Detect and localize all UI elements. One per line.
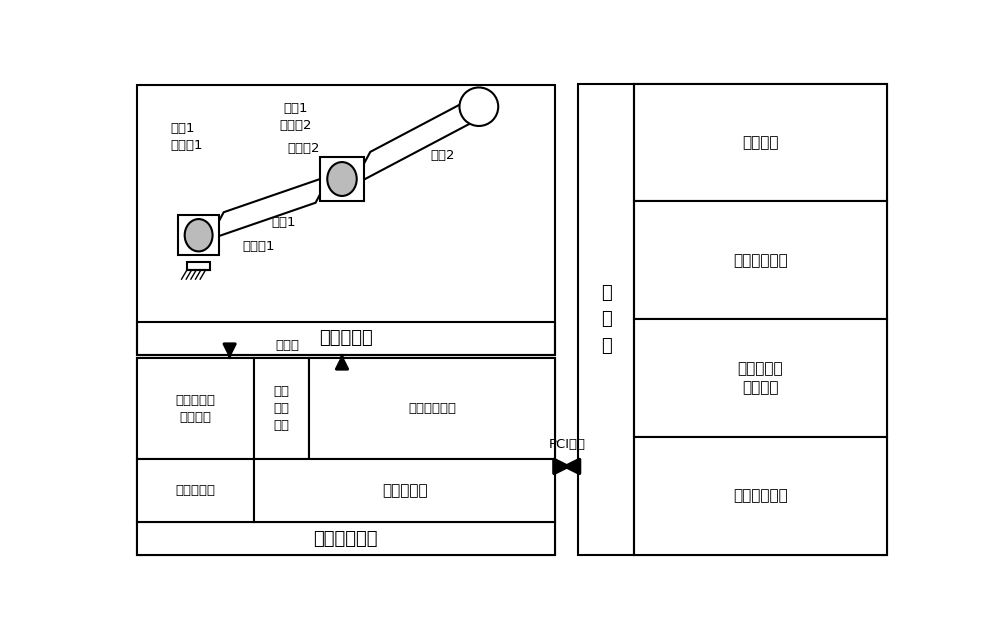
Text: PCI总线: PCI总线	[548, 439, 585, 451]
Text: 电机1
编码器1: 电机1 编码器1	[170, 123, 202, 152]
Polygon shape	[352, 90, 488, 186]
Bar	[187, 262, 210, 270]
Text: 连杆1: 连杆1	[272, 216, 296, 229]
Bar	[254, 358, 309, 459]
Bar	[578, 83, 887, 555]
Text: 实时监测单元: 实时监测单元	[733, 489, 788, 503]
Text: 动力学参数
辨识单元: 动力学参数 辨识单元	[738, 361, 783, 396]
Bar	[634, 202, 887, 319]
Bar	[309, 358, 555, 459]
Text: 运动控制卡: 运动控制卡	[382, 483, 428, 499]
Text: 运动控制接口: 运动控制接口	[408, 403, 456, 415]
Bar	[320, 157, 364, 200]
Bar	[634, 319, 887, 437]
Bar	[634, 437, 887, 555]
Bar	[254, 459, 555, 523]
Bar	[137, 358, 254, 459]
Text: 旋转编码器: 旋转编码器	[176, 484, 216, 497]
Bar	[634, 83, 887, 202]
Text: 主控制器: 主控制器	[742, 135, 779, 150]
Text: 机器人本体: 机器人本体	[319, 329, 373, 348]
Bar	[137, 523, 555, 555]
Bar	[178, 216, 219, 255]
Text: 数据采集模块: 数据采集模块	[314, 530, 378, 547]
Text: 减速器1: 减速器1	[242, 240, 275, 253]
Text: 信号线: 信号线	[276, 339, 300, 352]
Bar	[137, 358, 555, 555]
Ellipse shape	[327, 162, 357, 196]
Ellipse shape	[459, 87, 498, 126]
Text: 连杆2: 连杆2	[430, 149, 455, 162]
Text: 数据
采集
接口: 数据 采集 接口	[274, 386, 290, 432]
Text: 电机1
编码器2: 电机1 编码器2	[279, 102, 312, 133]
Text: 减速器2: 减速器2	[288, 142, 320, 155]
Bar	[137, 459, 254, 523]
Text: 数据处理单元: 数据处理单元	[733, 253, 788, 268]
Polygon shape	[209, 176, 330, 240]
Ellipse shape	[185, 219, 213, 252]
Bar	[137, 322, 555, 355]
Text: 上
位
机: 上 位 机	[601, 284, 612, 355]
Bar	[137, 85, 555, 355]
Text: 驱动器模拟
量监测端: 驱动器模拟 量监测端	[176, 394, 216, 424]
